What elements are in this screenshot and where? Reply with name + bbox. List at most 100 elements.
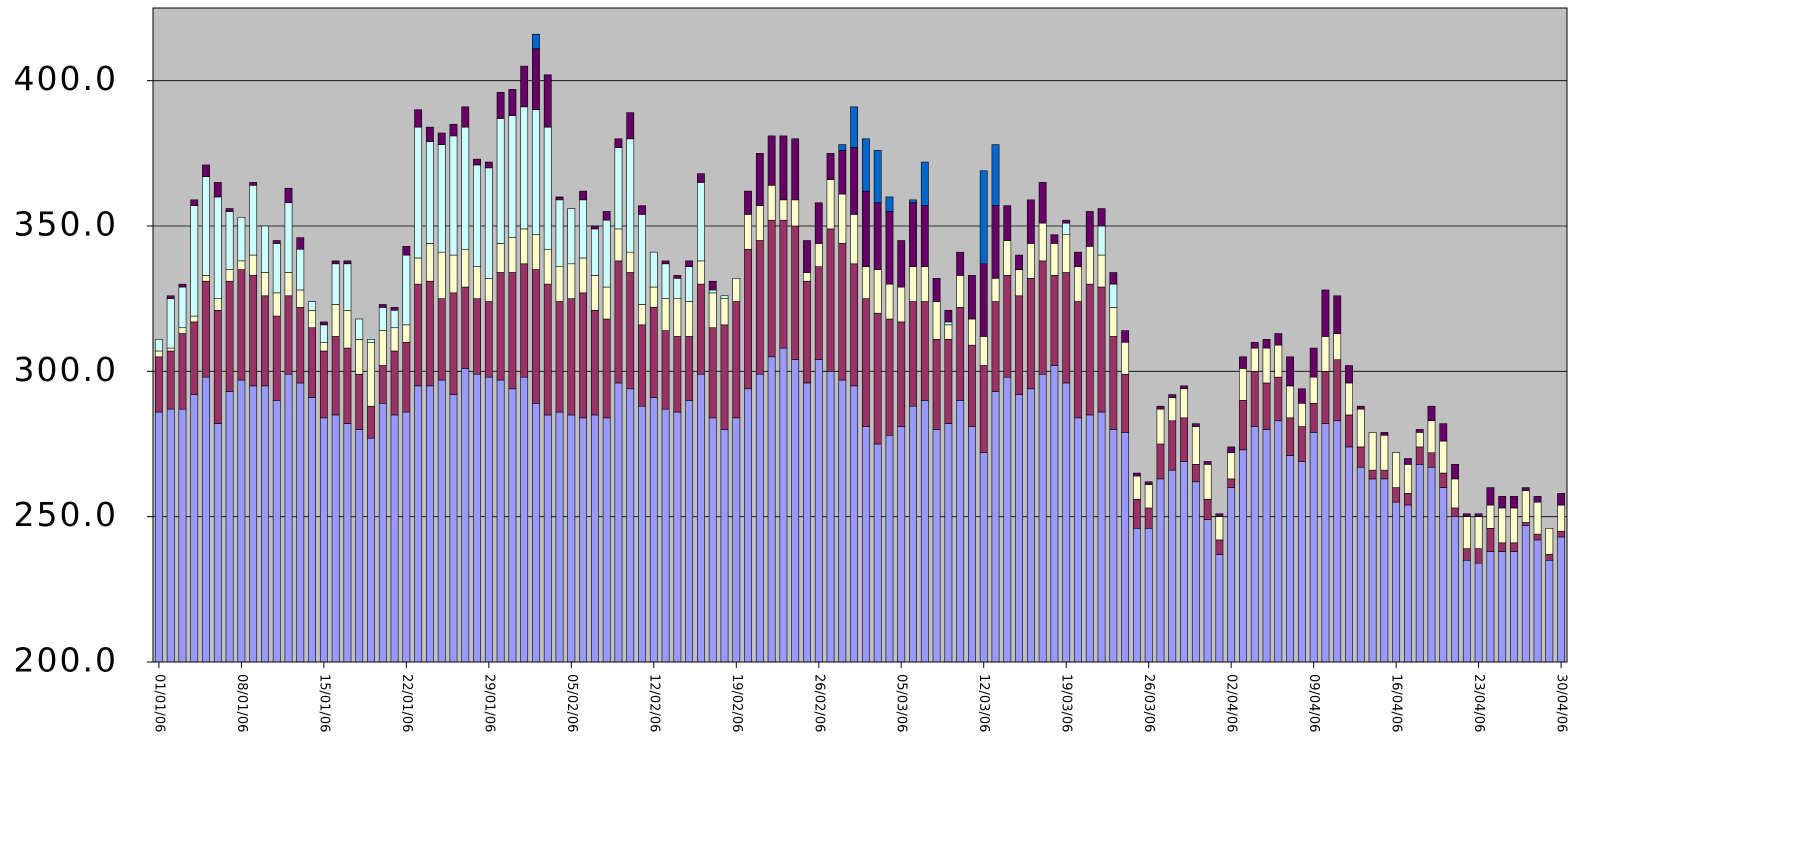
bar-segment bbox=[355, 339, 364, 375]
bar-segment bbox=[567, 263, 576, 299]
bar-segment bbox=[1003, 240, 1012, 276]
bar-segment bbox=[744, 214, 752, 250]
bar-segment bbox=[873, 202, 882, 270]
bar-segment bbox=[1510, 507, 1518, 544]
x-tick-label: 15/01/06 bbox=[316, 674, 331, 732]
bar-segment bbox=[1345, 365, 1353, 384]
bar-segment bbox=[1415, 432, 1424, 448]
bar-segment bbox=[1380, 478, 1389, 663]
bar-segment bbox=[449, 292, 458, 395]
bar-segment bbox=[838, 379, 847, 663]
x-tick-label: 30/04/06 bbox=[1554, 674, 1569, 732]
bar-segment bbox=[296, 382, 305, 663]
bar-segment bbox=[838, 150, 847, 195]
bar-segment bbox=[225, 280, 234, 392]
bar-segment bbox=[308, 301, 316, 311]
bar-segment bbox=[1321, 336, 1330, 372]
bar-segment bbox=[944, 423, 953, 663]
bar-segment bbox=[202, 376, 210, 663]
bar-segment bbox=[225, 211, 234, 270]
bar-segment bbox=[1462, 548, 1471, 561]
bar-segment bbox=[1380, 434, 1389, 471]
bar-segment bbox=[744, 190, 752, 215]
bar-segment bbox=[1404, 493, 1412, 506]
bar-segment bbox=[602, 318, 611, 419]
bar-segment bbox=[697, 260, 705, 285]
bar-segment bbox=[1250, 341, 1259, 349]
bar-segment bbox=[555, 266, 564, 302]
bar-segment bbox=[590, 275, 599, 311]
bar-segment bbox=[991, 205, 1000, 279]
x-tick-label: 12/02/06 bbox=[646, 674, 661, 732]
bar-segment bbox=[991, 144, 1000, 206]
bar-segment bbox=[920, 266, 929, 302]
bar-segment bbox=[1215, 554, 1224, 663]
bar-segment bbox=[1309, 432, 1318, 663]
bar-segment bbox=[1474, 562, 1483, 663]
bar-segment bbox=[473, 158, 481, 166]
bar-segment bbox=[1062, 272, 1071, 384]
bar-segment bbox=[414, 257, 423, 285]
bar-segment bbox=[532, 403, 540, 663]
bar-segment bbox=[1133, 527, 1141, 663]
bar-segment bbox=[1356, 446, 1365, 468]
bar-segment bbox=[484, 161, 493, 169]
bar-segment bbox=[909, 202, 917, 267]
bar-segment bbox=[767, 185, 776, 221]
bar-segment bbox=[861, 138, 870, 192]
bar-segment bbox=[390, 309, 399, 329]
bar-segment bbox=[237, 260, 246, 270]
bar-segment bbox=[1168, 420, 1177, 471]
bar-segment bbox=[1356, 466, 1365, 663]
bar-segment bbox=[437, 298, 446, 381]
bar-segment bbox=[414, 126, 423, 259]
bar-segment bbox=[1427, 452, 1436, 468]
bar-segment bbox=[284, 373, 293, 663]
bar-segment bbox=[944, 309, 953, 323]
bar-segment bbox=[614, 138, 623, 148]
bar-segment bbox=[261, 225, 269, 273]
bar-segment bbox=[897, 321, 906, 427]
bar-segment bbox=[1274, 420, 1283, 663]
bar-segment bbox=[1498, 542, 1507, 552]
bar-segment bbox=[414, 283, 423, 387]
bar-segment bbox=[897, 426, 906, 663]
bar-segment bbox=[767, 219, 776, 358]
x-tick-label: 05/02/06 bbox=[564, 674, 579, 732]
bar-segment bbox=[1144, 507, 1153, 529]
bar-segment bbox=[626, 112, 635, 140]
bar-segment bbox=[803, 280, 811, 384]
y-tick-label: 250.0 bbox=[14, 495, 118, 534]
bar-segment bbox=[1451, 516, 1459, 663]
bar-segment bbox=[166, 408, 175, 663]
bar-segment bbox=[979, 365, 988, 454]
bar-segment bbox=[673, 336, 682, 413]
bar-segment bbox=[1404, 504, 1412, 663]
bar-segment bbox=[1085, 211, 1094, 247]
bar-segment bbox=[885, 318, 894, 436]
bar-segment bbox=[1309, 403, 1318, 433]
bar-segment bbox=[461, 248, 470, 288]
bar-segment bbox=[1144, 481, 1153, 485]
bar-segment bbox=[496, 379, 505, 663]
bar-segment bbox=[1321, 289, 1330, 337]
bar-segment bbox=[1262, 429, 1271, 663]
bar-segment bbox=[968, 275, 976, 320]
bar-segment bbox=[532, 269, 540, 404]
bar-segment bbox=[178, 286, 187, 329]
bar-segment bbox=[1356, 405, 1365, 410]
bar-segment bbox=[1038, 373, 1047, 663]
bar-segment bbox=[579, 199, 587, 259]
bar-segment bbox=[850, 385, 859, 663]
bar-segment bbox=[496, 118, 505, 244]
bar-segment bbox=[1180, 461, 1188, 663]
bar-segment bbox=[1239, 356, 1247, 369]
bar-segment bbox=[755, 240, 764, 375]
bar-segment bbox=[1062, 382, 1071, 663]
bar-segment bbox=[1368, 432, 1377, 471]
bar-segment bbox=[708, 280, 717, 291]
bar-segment bbox=[732, 417, 741, 663]
bar-segment bbox=[1404, 464, 1412, 494]
bar-segment bbox=[673, 411, 682, 663]
bar-segment bbox=[1498, 551, 1507, 663]
